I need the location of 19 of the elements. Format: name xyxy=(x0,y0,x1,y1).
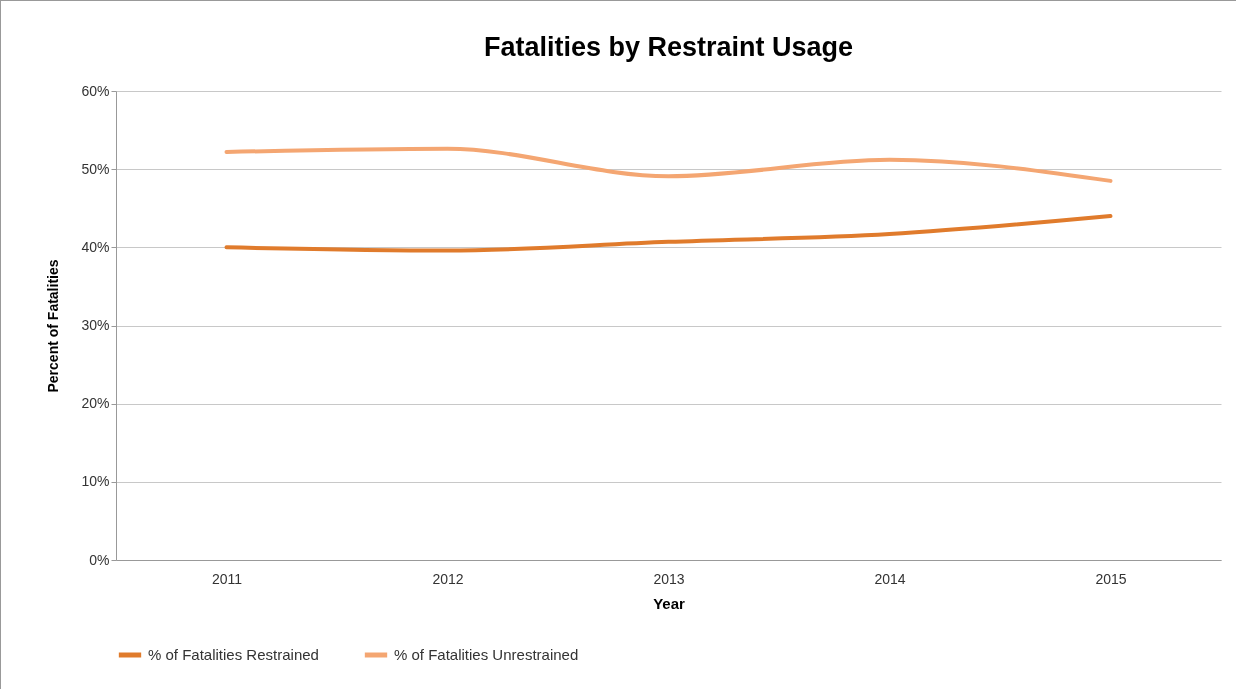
y-tick-label: 60% xyxy=(81,82,110,99)
x-tick-label: 2011 xyxy=(211,570,243,587)
y-tick-label: 30% xyxy=(81,317,110,333)
x-tick-label: 2013 xyxy=(653,570,685,587)
line-series xyxy=(224,146,1113,183)
y-tick-label: 40% xyxy=(81,238,110,255)
chart-title: Fatalities by Restraint Usage xyxy=(483,32,854,62)
y-tick-label: 10% xyxy=(81,473,110,490)
y-tick-label: 0% xyxy=(89,551,110,568)
x-tick-label: 2015 xyxy=(1095,570,1127,587)
legend-label: % of Fatalities Unrestrained xyxy=(394,646,579,663)
y-tick-label: 50% xyxy=(81,160,110,177)
y-axis-title: Percent of Fatalities xyxy=(45,259,62,393)
legend-label: % of Fatalities Restrained xyxy=(148,646,319,663)
y-tick-label: 20% xyxy=(81,395,110,412)
x-axis-title: Year xyxy=(653,594,686,612)
line-series xyxy=(224,214,1113,253)
x-tick-label: 2014 xyxy=(874,570,906,587)
x-tick-label: 2012 xyxy=(432,570,464,587)
